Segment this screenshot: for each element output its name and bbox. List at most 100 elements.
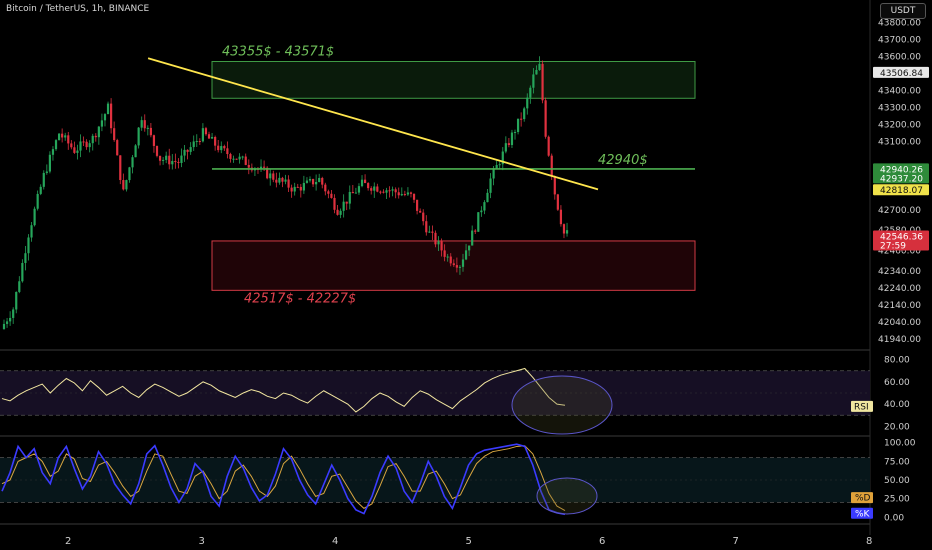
candle-body xyxy=(550,155,553,177)
candle-body xyxy=(324,184,327,192)
candle-body xyxy=(559,209,563,225)
candle-body xyxy=(385,190,388,193)
candle-body xyxy=(70,143,73,148)
candle-body xyxy=(431,231,434,233)
candle-body xyxy=(110,103,113,129)
candle-body xyxy=(495,164,498,169)
candle-body xyxy=(510,132,514,146)
candle-body xyxy=(73,147,76,153)
level-label: 42940$ xyxy=(598,153,648,168)
candle-body xyxy=(486,192,489,203)
candle-body xyxy=(290,187,293,192)
candle-body xyxy=(363,179,367,184)
candle-body xyxy=(339,210,342,215)
candle-body xyxy=(315,181,318,185)
candle-body xyxy=(483,202,486,211)
candle-body xyxy=(544,100,547,137)
indicators-layer xyxy=(1,367,613,516)
symbol-title: Bitcoin / TetherUS, 1h, BINANCE xyxy=(6,4,150,14)
candle-body xyxy=(119,155,122,181)
candle-body xyxy=(103,114,107,121)
candle-body xyxy=(529,87,532,98)
currency-button[interactable]: USDT xyxy=(880,3,926,19)
candle-body xyxy=(155,145,159,156)
candle-body xyxy=(532,74,535,88)
supply-zone-label: 43355$ - 43571$ xyxy=(222,45,334,60)
candle-body xyxy=(235,158,238,160)
candle-body xyxy=(501,151,504,165)
candle-body xyxy=(247,164,250,168)
candle-body xyxy=(131,157,134,168)
candle-body xyxy=(12,309,15,318)
candle-body xyxy=(284,179,287,182)
candle-body xyxy=(201,128,204,142)
candle-body xyxy=(409,192,413,194)
candle-body xyxy=(504,143,507,152)
price-tick-label: 43800.00 xyxy=(878,19,921,29)
candle-body xyxy=(210,136,214,139)
candle-body xyxy=(137,127,140,146)
candle-body xyxy=(296,186,299,188)
stoch-d-line xyxy=(1,445,566,512)
candle-body xyxy=(498,164,501,166)
candle-body xyxy=(299,186,302,191)
candle-body xyxy=(318,177,321,182)
candle-body xyxy=(452,263,455,266)
price-tick-label: 43600.00 xyxy=(878,53,921,63)
candle-body xyxy=(241,156,244,158)
candle-body xyxy=(39,186,42,194)
candle-body xyxy=(48,154,51,172)
candle-body xyxy=(168,155,171,165)
candle-body xyxy=(82,141,85,143)
candle-body xyxy=(171,160,174,165)
price-tag-bg xyxy=(873,163,929,175)
candle-body xyxy=(541,63,544,101)
rsi-tag-label: RSI xyxy=(854,402,869,412)
candle-body xyxy=(489,178,492,193)
rsi-highlight-ellipse xyxy=(511,375,613,435)
candle-body xyxy=(422,212,425,222)
rsi-tag-bg xyxy=(851,400,873,412)
candle-body xyxy=(480,210,483,213)
candle-body xyxy=(523,108,526,120)
x-tick-label: 2 xyxy=(65,536,71,547)
price-tag-label: 27:59 xyxy=(880,241,906,251)
price-tick-label: 42240.00 xyxy=(878,284,921,294)
candle-body xyxy=(370,188,373,191)
candle-body xyxy=(76,150,79,153)
candle-body xyxy=(437,241,440,245)
price-tick-label: 43700.00 xyxy=(878,36,921,46)
candle-body xyxy=(379,191,382,193)
candle-body xyxy=(192,141,195,148)
candle-body xyxy=(42,172,45,187)
candle-body xyxy=(177,161,180,163)
candle-body xyxy=(351,191,354,194)
candle-body xyxy=(360,179,364,187)
candle-body xyxy=(195,140,198,142)
candle-body xyxy=(152,135,156,146)
stoch-highlight-ellipse xyxy=(536,477,598,515)
stoch-tick-label: 25.00 xyxy=(884,495,910,505)
candle-body xyxy=(18,281,21,292)
candle-body xyxy=(535,69,538,75)
candle-body xyxy=(143,120,146,129)
x-tick-label: 3 xyxy=(199,536,205,547)
candle-body xyxy=(538,63,541,70)
rsi-line xyxy=(1,367,566,413)
candle-body xyxy=(428,231,431,233)
candle-body xyxy=(51,149,55,155)
candle-body xyxy=(125,180,128,190)
candle-body xyxy=(406,192,410,195)
candle-body xyxy=(149,127,152,136)
candle-body xyxy=(27,237,30,254)
candle-body xyxy=(373,186,376,191)
candle-body xyxy=(455,265,458,268)
candle-body xyxy=(223,146,226,149)
stoch-tick-label: 100.00 xyxy=(884,439,916,449)
price-tick-label: 42460.00 xyxy=(878,247,921,257)
candle-body xyxy=(9,317,12,322)
candle-body xyxy=(382,191,385,193)
candle-body xyxy=(220,146,223,151)
candle-body xyxy=(419,210,422,213)
